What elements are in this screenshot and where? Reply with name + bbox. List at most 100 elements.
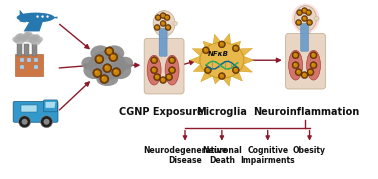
Ellipse shape [173, 21, 178, 25]
Ellipse shape [17, 33, 24, 38]
Text: Neurodegenerative
Disease: Neurodegenerative Disease [143, 146, 227, 165]
Ellipse shape [88, 50, 126, 80]
Polygon shape [232, 41, 240, 49]
Circle shape [155, 75, 157, 77]
Ellipse shape [20, 34, 29, 41]
Ellipse shape [12, 36, 21, 43]
Circle shape [155, 26, 157, 27]
Polygon shape [240, 48, 253, 56]
Polygon shape [20, 19, 26, 23]
Polygon shape [195, 49, 204, 56]
Ellipse shape [31, 35, 38, 40]
Ellipse shape [109, 61, 131, 79]
Circle shape [103, 64, 112, 73]
Circle shape [166, 26, 168, 27]
Circle shape [41, 15, 44, 18]
Circle shape [302, 16, 308, 21]
Circle shape [295, 69, 302, 76]
Ellipse shape [165, 55, 179, 85]
Circle shape [170, 68, 174, 72]
Circle shape [160, 13, 166, 19]
Circle shape [167, 75, 171, 79]
Circle shape [109, 53, 118, 62]
Bar [15, 54, 43, 76]
Ellipse shape [28, 37, 37, 43]
Polygon shape [223, 33, 231, 44]
Circle shape [234, 68, 238, 72]
Circle shape [294, 53, 296, 55]
Circle shape [105, 66, 107, 68]
Bar [20, 58, 23, 62]
Circle shape [105, 47, 114, 56]
Circle shape [307, 69, 314, 76]
Ellipse shape [104, 45, 124, 61]
Ellipse shape [314, 17, 319, 21]
Circle shape [94, 70, 100, 76]
Text: Neuroinflammation: Neuroinflammation [253, 107, 360, 117]
Ellipse shape [90, 45, 110, 61]
Ellipse shape [291, 4, 319, 33]
Circle shape [303, 73, 304, 75]
Text: Neuronal
Death: Neuronal Death [202, 146, 242, 165]
Circle shape [169, 67, 175, 74]
Text: CGNP Exposure: CGNP Exposure [119, 107, 203, 117]
Circle shape [160, 21, 166, 26]
Ellipse shape [289, 50, 302, 80]
Circle shape [220, 74, 222, 76]
Bar [20, 65, 23, 69]
Circle shape [19, 116, 31, 128]
Text: Microglia: Microglia [197, 107, 247, 117]
Circle shape [104, 65, 110, 71]
Text: Cognitive
Impairments: Cognitive Impairments [240, 146, 295, 165]
Circle shape [170, 68, 172, 70]
Polygon shape [50, 17, 57, 19]
Circle shape [234, 68, 235, 70]
Circle shape [220, 42, 224, 47]
Circle shape [46, 15, 49, 18]
Circle shape [311, 63, 316, 67]
Circle shape [298, 11, 299, 13]
Circle shape [102, 77, 104, 79]
Circle shape [220, 74, 224, 78]
Circle shape [100, 75, 109, 84]
Ellipse shape [15, 34, 22, 39]
Circle shape [302, 73, 307, 77]
Circle shape [97, 57, 99, 59]
Circle shape [234, 46, 238, 51]
Polygon shape [244, 56, 252, 64]
Polygon shape [232, 72, 240, 79]
Circle shape [305, 10, 311, 16]
Circle shape [218, 41, 225, 48]
Circle shape [93, 69, 102, 78]
Text: NFκB: NFκB [208, 51, 228, 57]
Circle shape [308, 70, 310, 72]
Circle shape [307, 11, 308, 13]
Circle shape [152, 58, 154, 60]
Circle shape [204, 48, 208, 53]
Polygon shape [201, 39, 211, 49]
Circle shape [161, 78, 163, 80]
Circle shape [294, 63, 296, 65]
Circle shape [220, 42, 222, 44]
Circle shape [152, 68, 156, 72]
Circle shape [160, 77, 167, 84]
Circle shape [154, 25, 160, 30]
Circle shape [110, 54, 116, 60]
Circle shape [155, 14, 161, 21]
Circle shape [297, 11, 302, 14]
Bar [32, 44, 37, 56]
Ellipse shape [23, 32, 30, 37]
Text: Obesity: Obesity [293, 146, 326, 154]
Circle shape [96, 56, 102, 62]
Circle shape [155, 75, 160, 79]
Circle shape [114, 70, 116, 72]
Circle shape [218, 73, 225, 80]
Circle shape [161, 78, 165, 82]
Circle shape [206, 68, 208, 70]
Circle shape [161, 14, 163, 15]
Circle shape [302, 8, 308, 14]
Ellipse shape [22, 34, 33, 42]
Circle shape [165, 25, 171, 30]
Circle shape [161, 14, 165, 18]
Ellipse shape [33, 34, 40, 39]
